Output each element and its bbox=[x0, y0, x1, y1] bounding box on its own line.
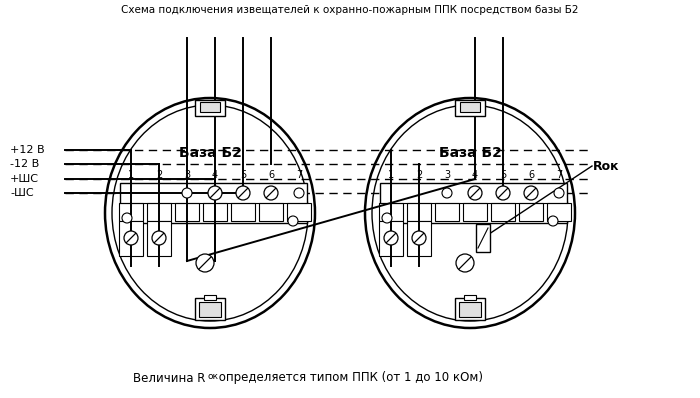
Bar bbox=[118, 221, 144, 256]
Bar bbox=[459, 302, 481, 317]
Text: 7: 7 bbox=[296, 170, 302, 180]
Bar bbox=[463, 203, 487, 221]
Bar bbox=[199, 302, 221, 317]
Bar bbox=[286, 203, 312, 221]
Text: -12 В: -12 В bbox=[10, 159, 39, 169]
Circle shape bbox=[412, 231, 426, 245]
Text: 4: 4 bbox=[212, 170, 218, 180]
Bar bbox=[230, 203, 256, 221]
Bar bbox=[519, 203, 543, 221]
Text: 4: 4 bbox=[472, 170, 478, 180]
Circle shape bbox=[554, 188, 564, 198]
Bar bbox=[476, 224, 490, 252]
Bar bbox=[146, 221, 172, 256]
Bar bbox=[547, 203, 571, 221]
Text: 5: 5 bbox=[500, 170, 506, 180]
Circle shape bbox=[152, 231, 166, 245]
Circle shape bbox=[382, 213, 392, 223]
Text: 7: 7 bbox=[556, 170, 562, 180]
Text: 3: 3 bbox=[184, 170, 190, 180]
Text: +12 В: +12 В bbox=[10, 145, 45, 155]
Text: 6: 6 bbox=[268, 170, 274, 180]
Ellipse shape bbox=[372, 105, 568, 321]
Bar bbox=[202, 203, 228, 221]
Circle shape bbox=[196, 254, 214, 272]
Bar bbox=[258, 203, 284, 221]
Circle shape bbox=[236, 186, 250, 200]
Bar bbox=[435, 203, 459, 221]
Bar bbox=[379, 221, 403, 256]
Bar bbox=[407, 203, 431, 221]
Text: определяется типом ППК (от 1 до 10 кОм): определяется типом ППК (от 1 до 10 кОм) bbox=[215, 371, 483, 384]
Bar bbox=[120, 183, 307, 223]
Bar bbox=[455, 100, 485, 116]
Circle shape bbox=[294, 188, 304, 198]
Circle shape bbox=[208, 186, 222, 200]
Bar bbox=[455, 298, 485, 320]
Circle shape bbox=[548, 216, 558, 226]
Text: Rок: Rок bbox=[593, 160, 620, 172]
Text: +ШС: +ШС bbox=[10, 174, 39, 184]
Circle shape bbox=[384, 231, 398, 245]
Circle shape bbox=[264, 186, 278, 200]
Circle shape bbox=[468, 186, 482, 200]
Text: -ШС: -ШС bbox=[10, 188, 34, 198]
Circle shape bbox=[124, 231, 138, 245]
Text: Величина R: Величина R bbox=[132, 371, 205, 384]
Bar bbox=[464, 295, 476, 300]
Text: База Б2: База Б2 bbox=[439, 146, 501, 160]
Circle shape bbox=[456, 254, 474, 272]
Ellipse shape bbox=[365, 98, 575, 328]
Text: ок: ок bbox=[207, 372, 218, 381]
Circle shape bbox=[496, 186, 510, 200]
Bar bbox=[118, 203, 144, 221]
Circle shape bbox=[288, 216, 298, 226]
Text: 1: 1 bbox=[388, 170, 394, 180]
Bar bbox=[380, 183, 567, 223]
Circle shape bbox=[122, 213, 132, 223]
Bar bbox=[195, 100, 225, 116]
Text: 1: 1 bbox=[128, 170, 134, 180]
Bar bbox=[195, 298, 225, 320]
Text: База Б2: База Б2 bbox=[178, 146, 241, 160]
Bar bbox=[379, 203, 403, 221]
Bar bbox=[146, 203, 172, 221]
Text: 5: 5 bbox=[240, 170, 246, 180]
Bar bbox=[407, 221, 431, 256]
Bar bbox=[204, 295, 216, 300]
Bar bbox=[460, 102, 480, 112]
Text: 2: 2 bbox=[416, 170, 422, 180]
Text: 6: 6 bbox=[528, 170, 534, 180]
Bar bbox=[200, 102, 220, 112]
Text: 2: 2 bbox=[156, 170, 162, 180]
Bar bbox=[174, 203, 200, 221]
Text: 3: 3 bbox=[444, 170, 450, 180]
Bar bbox=[491, 203, 515, 221]
Circle shape bbox=[182, 188, 192, 198]
Text: Схема подключения извещателей к охранно-пожарным ППК посредством базы Б2: Схема подключения извещателей к охранно-… bbox=[121, 5, 579, 15]
Circle shape bbox=[442, 188, 452, 198]
Ellipse shape bbox=[112, 105, 308, 321]
Circle shape bbox=[524, 186, 538, 200]
Ellipse shape bbox=[105, 98, 315, 328]
